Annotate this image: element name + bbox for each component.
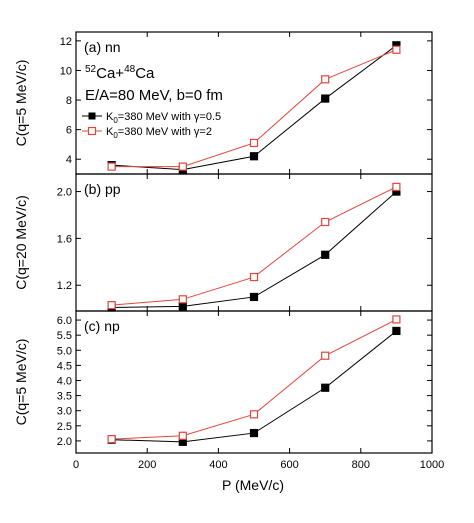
- panel-1-series-1-line: [111, 186, 397, 306]
- reaction-nucleus-b: Ca: [135, 65, 155, 82]
- legend-label-gamma-2: K0=380 MeV with γ=2: [106, 126, 212, 140]
- panel-1-series-1-point-4: [392, 182, 401, 191]
- panel-0-ytick-label-2: 8: [66, 95, 72, 107]
- panel-0-series-0-point-3: [321, 94, 330, 103]
- panel-2-series-0-point-4: [392, 326, 401, 336]
- legend-label-1-sub: 0: [113, 131, 118, 140]
- panels-layer: 4 6 8 10 12 C(q=5 MeV/c) (a) nn 1.2 1.6 2.0 C(q=20…: [13, 31, 433, 454]
- xtick-label-0: 0: [73, 459, 79, 471]
- legend-marker-gamma-2: [87, 126, 97, 136]
- panel-1-series-1-point-3: [321, 217, 330, 227]
- panel-0-series-1-point-3: [321, 75, 330, 84]
- panel-2: 2.0 2.5 3.0 3.5 4.0 4.5 5.0 5.5 6.0 C(q=5 MeV/c) (…: [13, 310, 433, 454]
- panel-2-series-1-point-4: [392, 315, 401, 324]
- panel-2-ytick-label-0: 2.0: [57, 436, 72, 448]
- panel-0-series-1-point-1: [178, 162, 187, 171]
- panel-1-ytick-label-2: 2.0: [57, 187, 72, 199]
- panel-2-label: (c) np: [84, 318, 120, 334]
- panel-2-ytick-label-2: 3.0: [57, 406, 72, 418]
- legend-label-gamma-0.5: K0=380 MeV with γ=0.5: [106, 111, 221, 125]
- panel-1-frame: [75, 173, 433, 312]
- legend-entry-gamma-2: K0=380 MeV with γ=2: [82, 126, 212, 140]
- panel-0-series-1-point-0: [107, 162, 116, 171]
- xtick-label-2: 400: [209, 459, 227, 471]
- panel-2-ytick-label-5: 4.5: [57, 360, 72, 372]
- panel-2-ytick-label-4: 4.0: [57, 375, 72, 387]
- panel-1-ylabel: C(q=20 MeV/c): [13, 195, 29, 290]
- panel-2-ytick-label-7: 5.5: [57, 330, 72, 342]
- panel-2-series-1-line: [111, 319, 397, 440]
- panel-2-series-1-point-0: [107, 435, 116, 444]
- reaction-nucleus-a: Ca+: [96, 65, 124, 82]
- panel-0-ylabel: C(q=5 MeV/c): [13, 60, 29, 147]
- panel-2-ytick-label-8: 6.0: [57, 315, 72, 327]
- legend-label-0-post: =380 MeV with γ=0.5: [118, 111, 221, 123]
- panel-0-label: (a) nn: [84, 39, 121, 55]
- panel-1-series-0-point-3: [321, 250, 330, 259]
- panel-1: 1.2 1.6 2.0 C(q=20 MeV/c) (b) pp: [13, 173, 433, 312]
- reaction-mass-b: 48: [124, 64, 136, 75]
- panel-1-series-1-point-0: [107, 301, 116, 310]
- x-axis: 0 200 400 600 800 1000: [73, 459, 444, 471]
- xtick-label-5: 1000: [420, 459, 444, 471]
- panel-2-series-1-point-3: [321, 351, 330, 360]
- panel-2-series-0-point-2: [249, 428, 259, 438]
- xtick-label-1: 200: [138, 459, 156, 471]
- panel-0-ytick-label-1: 6: [66, 125, 72, 137]
- panel-1-series-0-point-1: [178, 302, 187, 311]
- panel-0-ytick-label-3: 10: [60, 65, 72, 77]
- panel-0: 4 6 8 10 12 C(q=5 MeV/c) (a) nn: [13, 31, 433, 175]
- panel-0-series-1-point-2: [249, 138, 259, 148]
- legend-marker-gamma-0.5: [88, 112, 96, 120]
- panel-1-ytick-label-0: 1.2: [57, 280, 72, 292]
- panel-1-label: (b) pp: [84, 181, 121, 197]
- panel-2-frame: [75, 310, 433, 454]
- panel-2-series-1-point-1: [178, 431, 187, 440]
- panel-1-series-0-line: [111, 191, 397, 308]
- panel-1-ytick-label-1: 1.6: [57, 233, 72, 245]
- panel-2-ytick-label-1: 2.5: [57, 421, 72, 433]
- xtick-label-4: 800: [352, 459, 370, 471]
- panel-2-series-1-point-2: [249, 410, 259, 419]
- xtick-label-3: 600: [280, 459, 298, 471]
- x-axis-label: P (MeV/c): [222, 477, 284, 493]
- panel-2-ytick-label-3: 3.5: [57, 391, 72, 403]
- panel-0-ytick-label-4: 12: [60, 36, 72, 48]
- panel-2-ylabel: C(q=5 MeV/c): [13, 339, 29, 426]
- panel-1-series-1-point-2: [249, 272, 259, 282]
- legend-label-0-sub: 0: [113, 116, 118, 125]
- legend-label-1-pre: K: [106, 126, 114, 138]
- panel-0-series-0-point-2: [249, 152, 259, 161]
- legend: K0=380 MeV with γ=0.5 K0=380 MeV with γ=…: [82, 111, 221, 140]
- panel-1-series-0-point-2: [249, 292, 259, 302]
- panel-1-series-1-point-1: [178, 295, 187, 304]
- panel-2-series-0-point-3: [321, 383, 330, 392]
- panel-0-series-1-point-4: [392, 45, 401, 54]
- conditions-annotation: E/A=80 MeV, b=0 fm: [85, 87, 223, 104]
- panel-0-series-0-line: [111, 44, 397, 171]
- panel-0-ytick-label-0: 4: [66, 154, 72, 166]
- panel-2-series-0-line: [111, 330, 397, 443]
- reaction-annotation: 52Ca+48Ca: [85, 64, 155, 82]
- legend-label-0-pre: K: [106, 111, 114, 123]
- panel-2-ytick-label-6: 5.0: [57, 345, 72, 357]
- reaction-mass-a: 52: [85, 64, 97, 75]
- legend-label-1-post: =380 MeV with γ=2: [118, 126, 212, 138]
- legend-entry-gamma-0.5: K0=380 MeV with γ=0.5: [82, 111, 221, 125]
